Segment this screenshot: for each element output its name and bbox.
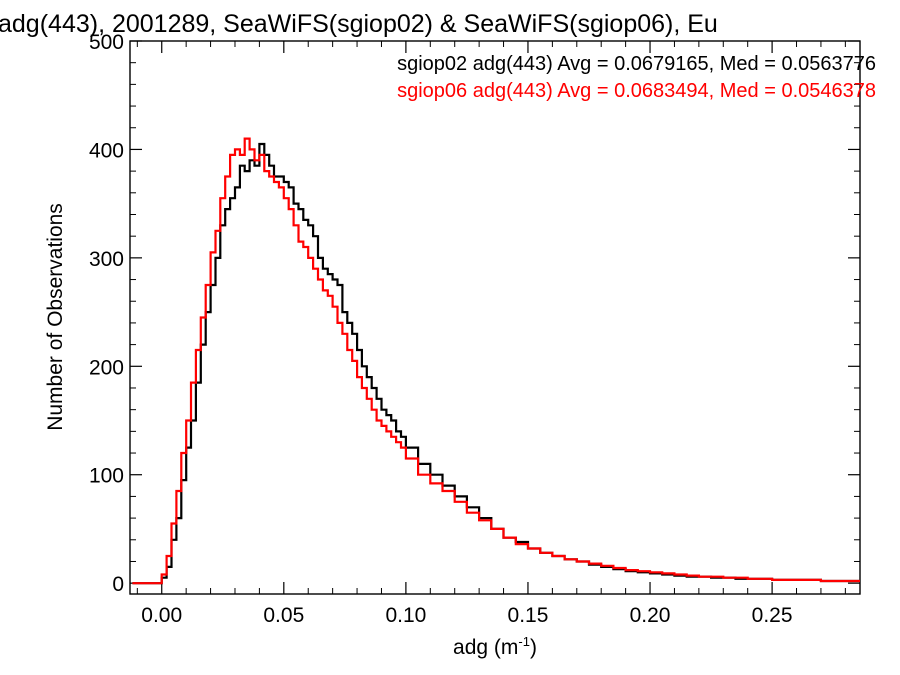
x-axis-ticks: 0.00 0.05 0.10 0.15 0.20 0.25 (136, 41, 846, 627)
y-tick-label: 500 (89, 31, 124, 54)
x-tick-label: 0.25 (752, 604, 793, 627)
x-tick-label: 0.15 (508, 604, 549, 627)
x-tick-label: 0.20 (630, 604, 671, 627)
x-axis-title: adg (m-1) (453, 634, 537, 659)
plot-frame (129, 40, 861, 595)
y-tick-label: 300 (89, 248, 124, 271)
chart-title: adg(443), 2001289, SeaWiFS(sgiop02) & Se… (0, 10, 718, 38)
x-tick-label: 0.10 (385, 604, 426, 627)
y-tick-label: 100 (89, 465, 124, 488)
x-tick-label: 0.05 (263, 604, 304, 627)
y-axis-title: Number of Observations (44, 203, 67, 431)
y-axis-ticks: 0 100 200 300 400 500 (89, 31, 860, 596)
x-tick-label: 0.00 (141, 604, 182, 627)
x-axis-title-close: ) (530, 636, 537, 659)
series-layer (132, 137, 860, 585)
legend-entry-sgiop06: sgiop06 adg(443) Avg = 0.0683494, Med = … (397, 80, 876, 102)
y-tick-label: 0 (112, 573, 124, 596)
series-sgiop02-line (132, 142, 860, 585)
y-tick-label: 400 (89, 139, 124, 162)
x-axis-title-superscript: -1 (518, 634, 530, 649)
legend-entry-sgiop02: sgiop02 adg(443) Avg = 0.0679165, Med = … (397, 53, 876, 75)
y-tick-label: 200 (89, 356, 124, 379)
series-sgiop06-line (132, 137, 860, 585)
